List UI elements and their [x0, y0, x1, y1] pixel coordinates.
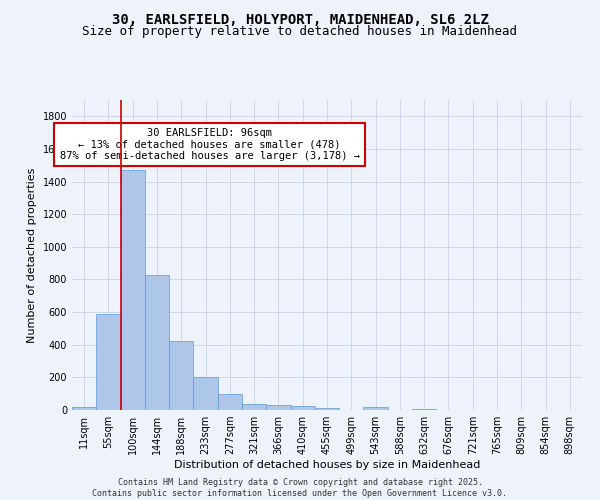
Bar — [315, 408, 339, 410]
Bar — [121, 170, 145, 410]
Text: Contains HM Land Registry data © Crown copyright and database right 2025.
Contai: Contains HM Land Registry data © Crown c… — [92, 478, 508, 498]
Bar — [242, 404, 266, 410]
Bar — [169, 342, 193, 410]
Bar — [266, 405, 290, 410]
Bar — [72, 406, 96, 410]
Y-axis label: Number of detached properties: Number of detached properties — [27, 168, 37, 342]
X-axis label: Distribution of detached houses by size in Maidenhead: Distribution of detached houses by size … — [174, 460, 480, 470]
Text: 30 EARLSFIELD: 96sqm
← 13% of detached houses are smaller (478)
87% of semi-deta: 30 EARLSFIELD: 96sqm ← 13% of detached h… — [60, 128, 360, 161]
Bar — [96, 314, 121, 410]
Text: 30, EARLSFIELD, HOLYPORT, MAIDENHEAD, SL6 2LZ: 30, EARLSFIELD, HOLYPORT, MAIDENHEAD, SL… — [112, 12, 488, 26]
Bar — [218, 394, 242, 410]
Bar — [193, 378, 218, 410]
Bar — [290, 406, 315, 410]
Bar — [364, 407, 388, 410]
Bar — [412, 408, 436, 410]
Text: Size of property relative to detached houses in Maidenhead: Size of property relative to detached ho… — [83, 25, 517, 38]
Bar — [145, 274, 169, 410]
